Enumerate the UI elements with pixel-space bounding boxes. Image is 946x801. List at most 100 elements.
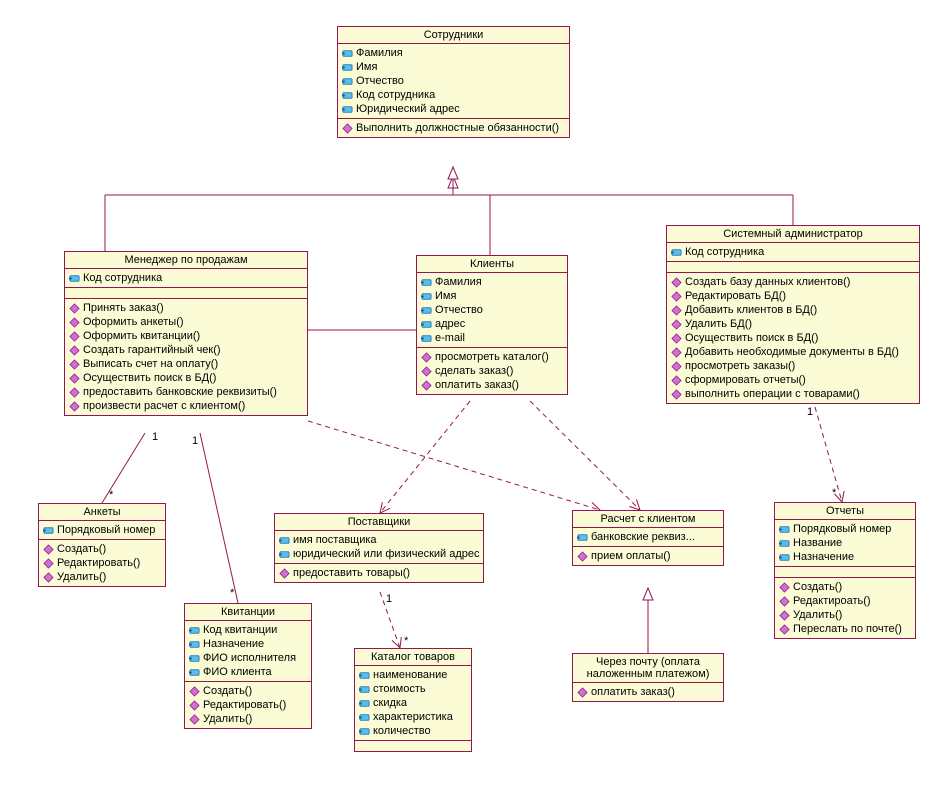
attribute-label: Назначение — [203, 637, 264, 651]
attribute-row: имя поставщика — [279, 533, 479, 547]
class-post: Через почту (оплата наложенным платежом)… — [572, 653, 724, 702]
operation-row: Редактировать() — [43, 556, 161, 570]
attributes-section: Код сотрудника — [667, 243, 919, 262]
operation-label: предоставить товары() — [293, 566, 410, 580]
attributes-section: ФамилияИмяОтчествоКод сотрудникаЮридичес… — [338, 44, 569, 119]
operation-row: Осуществить поиск в БД() — [671, 331, 915, 345]
operation-label: Переслать по почте() — [793, 622, 902, 636]
operation-row: Переслать по почте() — [779, 622, 911, 636]
operation-label: Выполнить должностные обязанности() — [356, 121, 559, 135]
attribute-row: скидка — [359, 696, 467, 710]
attribute-row: Порядковый номер — [779, 522, 911, 536]
attribute-label: Код сотрудника — [356, 88, 435, 102]
operations-section: оплатить заказ() — [573, 683, 723, 701]
attribute-row: Имя — [421, 289, 563, 303]
attribute-label: адрес — [435, 317, 465, 331]
operation-label: Удалить() — [793, 608, 842, 622]
operation-label: Добавить необходимые документы в БД() — [685, 345, 899, 359]
attribute-label: Фамилия — [356, 46, 403, 60]
operation-label: сформировать отчеты() — [685, 373, 806, 387]
operation-label: произвести расчет с клиентом() — [83, 399, 245, 413]
class-title: Анкеты — [39, 504, 165, 521]
attribute-row: Имя — [342, 60, 565, 74]
attribute-label: банковские реквиз... — [591, 530, 695, 544]
operation-label: Создать() — [57, 542, 106, 556]
attributes-section: имя поставщикаюридический или физический… — [275, 531, 483, 564]
attribute-row: Код сотрудника — [671, 245, 915, 259]
operation-label: Редактировать() — [203, 698, 286, 712]
operation-row: Выполнить должностные обязанности() — [342, 121, 565, 135]
svg-text:1: 1 — [192, 435, 198, 447]
operation-label: выполнить операции с товарами() — [685, 387, 860, 401]
operation-row: Создать базу данных клиентов() — [671, 275, 915, 289]
svg-text:*: * — [404, 635, 409, 647]
attribute-row: юридический или физический адрес — [279, 547, 479, 561]
attribute-label: юридический или физический адрес — [293, 547, 480, 561]
operation-row: Удалить() — [189, 712, 307, 726]
operations-section: Создать()Редактировать()Удалить() — [185, 682, 311, 728]
operation-label: Оформить анкеты() — [83, 315, 184, 329]
attribute-row: наименование — [359, 668, 467, 682]
operation-row: прием оплаты() — [577, 549, 719, 563]
operation-row: Осуществить поиск в БД() — [69, 371, 303, 385]
attribute-label: Порядковый номер — [57, 523, 155, 537]
attribute-row: Код квитанции — [189, 623, 307, 637]
svg-text:1: 1 — [807, 406, 813, 418]
class-raschet: Расчет с клиентом банковские реквиз... при… — [572, 510, 724, 566]
operation-label: Добавить клиентов в БД() — [685, 303, 817, 317]
attribute-row: стоимость — [359, 682, 467, 696]
operation-row: Удалить БД() — [671, 317, 915, 331]
class-title: Через почту (оплата наложенным платежом) — [573, 654, 723, 683]
class-title: Сотрудники — [338, 27, 569, 44]
operation-label: Редактировать() — [57, 556, 140, 570]
operations-section: Создать базу данных клиентов()Редактиров… — [667, 273, 919, 403]
operation-label: сделать заказ() — [435, 364, 513, 378]
attribute-label: Имя — [356, 60, 377, 74]
empty-section — [775, 567, 915, 578]
operation-label: оплатить заказ() — [435, 378, 519, 392]
operation-label: Редактироать() — [793, 594, 871, 608]
operation-row: просмотреть каталог() — [421, 350, 563, 364]
operation-label: Создать() — [203, 684, 252, 698]
operations-section: прием оплаты() — [573, 547, 723, 565]
attributes-section: Код сотрудника — [65, 269, 307, 288]
operations-section: просмотреть каталог()сделать заказ()опла… — [417, 348, 567, 394]
class-title: Расчет с клиентом — [573, 511, 723, 528]
attribute-row: e-mail — [421, 331, 563, 345]
operation-row: оплатить заказ() — [421, 378, 563, 392]
class-title: Квитанции — [185, 604, 311, 621]
empty-section — [65, 288, 307, 299]
operation-row: предоставить банковские реквизиты() — [69, 385, 303, 399]
attribute-label: Назначение — [793, 550, 854, 564]
class-reports: ОтчетыПорядковый номерНазваниеНазначение… — [774, 502, 916, 639]
operation-row: Принять заказ() — [69, 301, 303, 315]
svg-text:*: * — [832, 487, 837, 499]
class-title: Системный администратор — [667, 226, 919, 243]
class-title: Отчеты — [775, 503, 915, 520]
operation-label: Осуществить поиск в БД() — [685, 331, 818, 345]
operation-label: Создать() — [793, 580, 842, 594]
attribute-row: Юридический адрес — [342, 102, 565, 116]
operation-row: Удалить() — [779, 608, 911, 622]
attribute-row: адрес — [421, 317, 563, 331]
operation-row: Добавить клиентов в БД() — [671, 303, 915, 317]
operation-label: Оформить квитанции() — [83, 329, 200, 343]
attribute-label: ФИО исполнителя — [203, 651, 296, 665]
operation-row: Редактировать БД() — [671, 289, 915, 303]
operation-label: просмотреть заказы() — [685, 359, 795, 373]
attribute-row: Отчество — [342, 74, 565, 88]
operation-row: Создать гарантийный чек() — [69, 343, 303, 357]
operation-label: прием оплаты() — [591, 549, 671, 563]
operation-label: Создать гарантийный чек() — [83, 343, 221, 357]
empty-section — [667, 262, 919, 273]
attributes-section: Порядковый номерНазваниеНазначение — [775, 520, 915, 567]
attribute-label: Отчество — [356, 74, 404, 88]
operation-label: Осуществить поиск в БД() — [83, 371, 216, 385]
class-employees: СотрудникиФамилияИмяОтчествоКод сотрудни… — [337, 26, 570, 138]
class-admin: Системный администратор Код сотрудника Соз… — [666, 225, 920, 404]
operation-label: Выписать счет на оплату() — [83, 357, 218, 371]
attribute-row: Название — [779, 536, 911, 550]
operation-label: предоставить банковские реквизиты() — [83, 385, 277, 399]
class-title: Поставщики — [275, 514, 483, 531]
class-title: Менеджер по продажам — [65, 252, 307, 269]
